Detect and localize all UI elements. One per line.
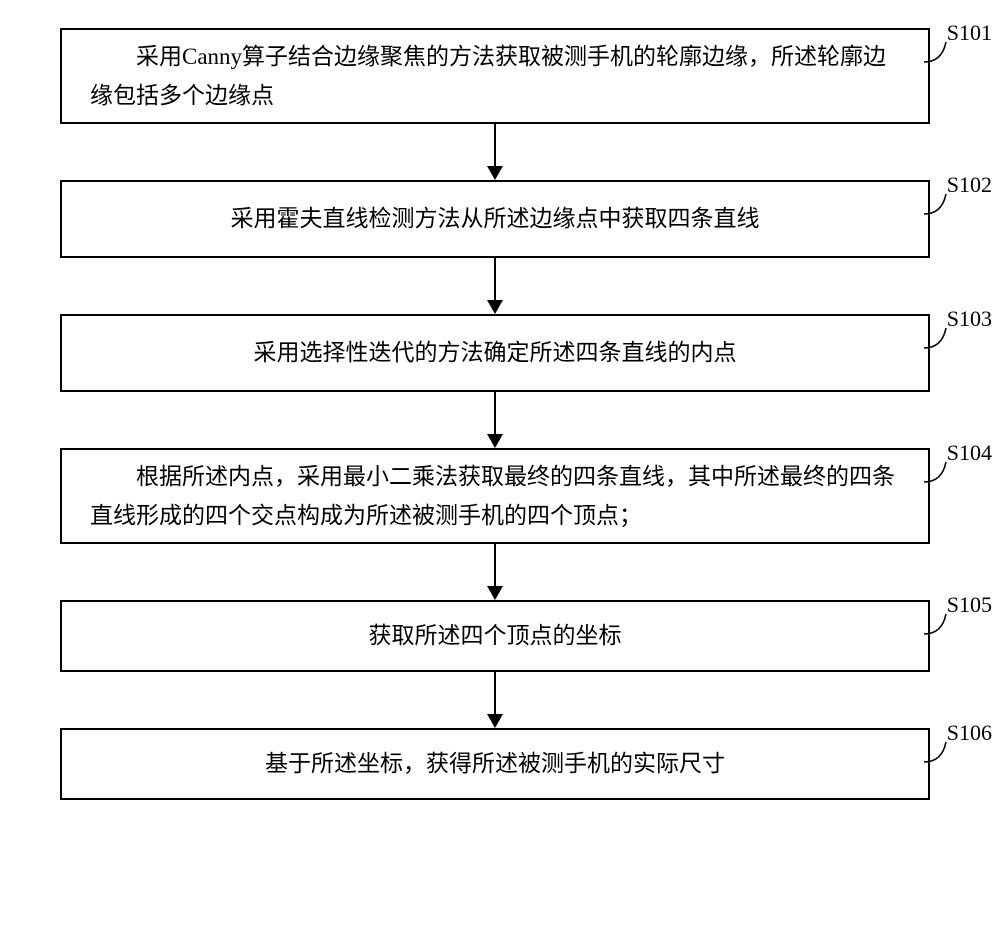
flowchart-step: 基于所述坐标，获得所述被测手机的实际尺寸 S106 (60, 728, 930, 800)
flowchart-step: 获取所述四个顶点的坐标 S105 (60, 600, 930, 672)
step-text: 基于所述坐标，获得所述被测手机的实际尺寸 (90, 744, 900, 783)
flowchart-step: 采用Canny算子结合边缘聚焦的方法获取被测手机的轮廓边缘，所述轮廓边缘包括多个… (60, 28, 930, 124)
step-box-s105: 获取所述四个顶点的坐标 S105 (60, 600, 930, 672)
step-label: S101 (947, 20, 992, 46)
flowchart-container: 采用Canny算子结合边缘聚焦的方法获取被测手机的轮廓边缘，所述轮廓边缘包括多个… (60, 28, 930, 800)
step-label: S106 (947, 720, 992, 746)
step-box-s101: 采用Canny算子结合边缘聚焦的方法获取被测手机的轮廓边缘，所述轮廓边缘包括多个… (60, 28, 930, 124)
flowchart-step: 采用霍夫直线检测方法从所述边缘点中获取四条直线 S102 (60, 180, 930, 258)
flow-arrow (60, 392, 930, 448)
step-text: 获取所述四个顶点的坐标 (90, 616, 900, 655)
flow-arrow (60, 672, 930, 728)
step-text: 采用选择性迭代的方法确定所述四条直线的内点 (90, 333, 900, 372)
step-box-s104: 根据所述内点，采用最小二乘法获取最终的四条直线，其中所述最终的四条直线形成的四个… (60, 448, 930, 544)
step-label: S103 (947, 306, 992, 332)
step-text: 根据所述内点，采用最小二乘法获取最终的四条直线，其中所述最终的四条直线形成的四个… (90, 457, 900, 535)
step-text: 采用Canny算子结合边缘聚焦的方法获取被测手机的轮廓边缘，所述轮廓边缘包括多个… (90, 37, 900, 115)
flow-arrow (60, 544, 930, 600)
step-label: S105 (947, 592, 992, 618)
step-box-s103: 采用选择性迭代的方法确定所述四条直线的内点 S103 (60, 314, 930, 392)
flowchart-step: 采用选择性迭代的方法确定所述四条直线的内点 S103 (60, 314, 930, 392)
flow-arrow (60, 124, 930, 180)
step-label: S102 (947, 172, 992, 198)
step-box-s102: 采用霍夫直线检测方法从所述边缘点中获取四条直线 S102 (60, 180, 930, 258)
flowchart-step: 根据所述内点，采用最小二乘法获取最终的四条直线，其中所述最终的四条直线形成的四个… (60, 448, 930, 544)
step-box-s106: 基于所述坐标，获得所述被测手机的实际尺寸 S106 (60, 728, 930, 800)
step-text: 采用霍夫直线检测方法从所述边缘点中获取四条直线 (90, 199, 900, 238)
flow-arrow (60, 258, 930, 314)
step-label: S104 (947, 440, 992, 466)
